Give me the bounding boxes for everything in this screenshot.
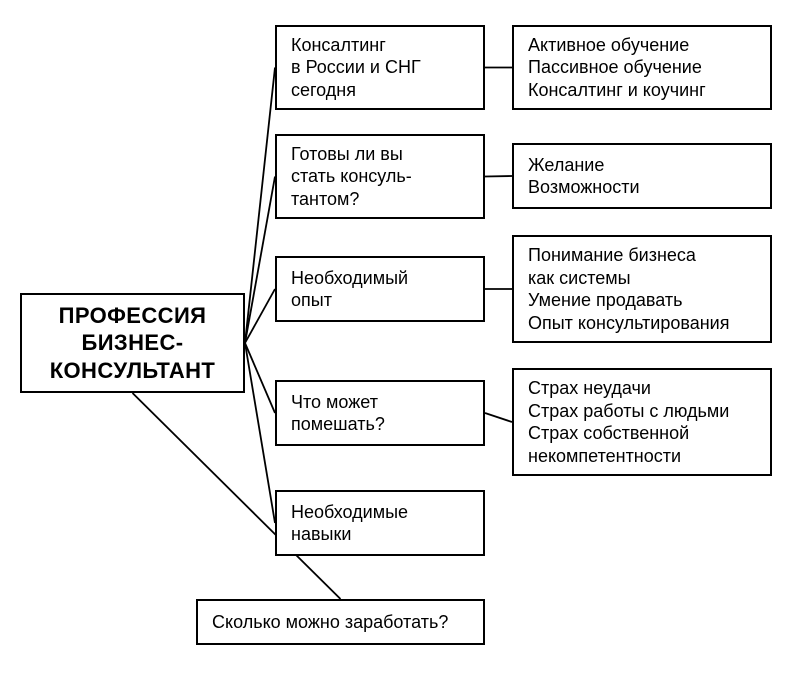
node-label: Что может bbox=[291, 391, 469, 414]
node-label: БИЗНЕС- bbox=[82, 329, 184, 357]
node-label: ПРОФЕССИЯ bbox=[59, 302, 207, 330]
node-m5: Необходимыенавыки bbox=[275, 490, 485, 556]
node-label: Пассивное обучение bbox=[528, 56, 756, 79]
node-label: сегодня bbox=[291, 79, 469, 102]
edge-root-m1 bbox=[245, 68, 275, 344]
node-m1: Консалтингв России и СНГсегодня bbox=[275, 25, 485, 110]
edge-root-m4 bbox=[245, 343, 275, 413]
node-label: Необходимые bbox=[291, 501, 469, 524]
edge-m2-l2 bbox=[485, 176, 512, 177]
node-label: Страх работы с людьми bbox=[528, 400, 756, 423]
node-label: Желание bbox=[528, 154, 756, 177]
node-label: стать консуль- bbox=[291, 165, 469, 188]
node-m3: Необходимыйопыт bbox=[275, 256, 485, 322]
node-label: Страх неудачи bbox=[528, 377, 756, 400]
node-label: навыки bbox=[291, 523, 469, 546]
node-label: Консалтинг и коучинг bbox=[528, 79, 756, 102]
edge-root-m3 bbox=[245, 289, 275, 343]
node-label: Понимание бизнеса bbox=[528, 244, 756, 267]
node-label: тантом? bbox=[291, 188, 469, 211]
node-label: некомпетентности bbox=[528, 445, 756, 468]
node-l3: Понимание бизнесакак системыУмение прода… bbox=[512, 235, 772, 343]
node-m4: Что можетпомешать? bbox=[275, 380, 485, 446]
node-label: Умение продавать bbox=[528, 289, 756, 312]
node-l2: ЖеланиеВозможности bbox=[512, 143, 772, 209]
node-root: ПРОФЕССИЯБИЗНЕС-КОНСУЛЬТАНТ bbox=[20, 293, 245, 393]
node-l4: Страх неудачиСтрах работы с людьмиСтрах … bbox=[512, 368, 772, 476]
node-label: Готовы ли вы bbox=[291, 143, 469, 166]
node-label: Необходимый bbox=[291, 267, 469, 290]
node-label: Консалтинг bbox=[291, 34, 469, 57]
edge-root-m5 bbox=[245, 343, 275, 523]
tree-diagram: ПРОФЕССИЯБИЗНЕС-КОНСУЛЬТАНТ Консалтингв Р… bbox=[0, 0, 800, 673]
node-label: как системы bbox=[528, 267, 756, 290]
node-label: Активное обучение bbox=[528, 34, 756, 57]
node-l1: Активное обучениеПассивное обучениеКонса… bbox=[512, 25, 772, 110]
node-label: помешать? bbox=[291, 413, 469, 436]
node-label: Опыт консультирования bbox=[528, 312, 756, 335]
node-label: Возможности bbox=[528, 176, 756, 199]
node-m6: Сколько можно заработать? bbox=[196, 599, 485, 645]
edge-root-m2 bbox=[245, 177, 275, 344]
node-m2: Готовы ли выстать консуль-тантом? bbox=[275, 134, 485, 219]
node-label: Страх собственной bbox=[528, 422, 756, 445]
edge-m4-l4 bbox=[485, 413, 512, 422]
node-label: опыт bbox=[291, 289, 469, 312]
node-label: Сколько можно заработать? bbox=[212, 611, 469, 634]
node-label: КОНСУЛЬТАНТ bbox=[50, 357, 216, 385]
node-label: в России и СНГ bbox=[291, 56, 469, 79]
